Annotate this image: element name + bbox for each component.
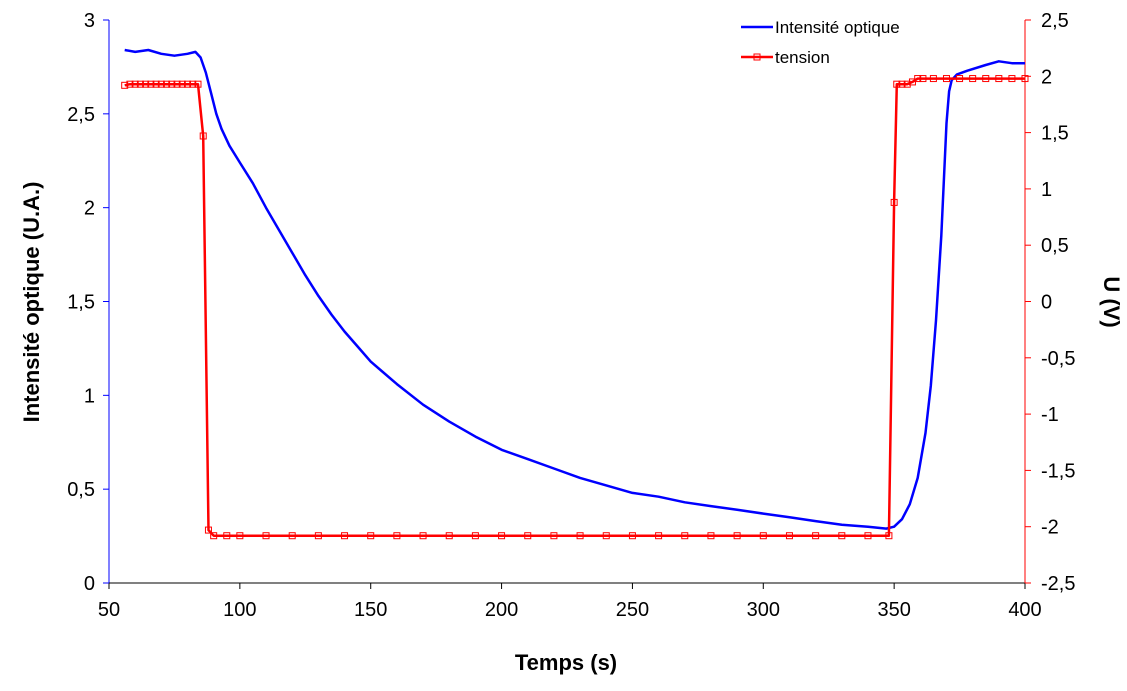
data-point-tension xyxy=(681,532,689,540)
data-point-tension xyxy=(178,80,186,88)
y2-tick-label: 0 xyxy=(1041,292,1052,314)
legend: Intensité optique tension xyxy=(741,18,900,67)
legend-label-tension: tension xyxy=(775,48,830,67)
legend-marker-tension xyxy=(753,53,761,61)
data-point-tension xyxy=(210,532,218,540)
x-tick-label: 400 xyxy=(1008,599,1041,621)
data-point-tension xyxy=(929,75,937,83)
series-line-intensite-optique xyxy=(124,48,1025,530)
y2-tick-label: 2 xyxy=(1041,66,1052,88)
y2-tick-label: -0,5 xyxy=(1041,348,1075,370)
data-point-tension xyxy=(131,80,139,88)
y-tick-label: 0 xyxy=(84,573,95,595)
data-point-tension xyxy=(147,80,155,88)
data-point-tension xyxy=(288,532,296,540)
data-point-tension xyxy=(419,532,427,540)
data-point-tension xyxy=(942,75,950,83)
y2-tick-label: 1,5 xyxy=(1041,123,1069,145)
data-point-tension xyxy=(785,532,793,540)
data-point-tension xyxy=(893,80,901,88)
y2-tick-label: -2 xyxy=(1041,517,1059,539)
x-tick-label: 250 xyxy=(616,599,649,621)
data-point-tension xyxy=(236,532,244,540)
data-point-tension xyxy=(838,532,846,540)
data-point-tension xyxy=(733,532,741,540)
x-tick-label: 100 xyxy=(223,599,256,621)
y-axis-title: Intensité optique (U.A.) xyxy=(19,182,44,423)
data-point-tension xyxy=(262,532,270,540)
x-tick-label: 150 xyxy=(354,599,387,621)
data-point-tension xyxy=(890,198,898,206)
y-tick-label: 3 xyxy=(84,10,95,32)
data-point-tension xyxy=(168,80,176,88)
data-point-tension xyxy=(314,532,322,540)
data-point-tension xyxy=(126,80,134,88)
data-point-tension xyxy=(919,75,927,83)
data-point-tension xyxy=(707,532,715,540)
data-point-tension xyxy=(969,75,977,83)
x-tick-label: 350 xyxy=(877,599,910,621)
data-point-tension xyxy=(655,532,663,540)
y2-tick-label: 1 xyxy=(1041,179,1052,201)
data-point-tension xyxy=(995,75,1003,83)
data-point-tension xyxy=(223,532,231,540)
y-tick-label: 2 xyxy=(84,198,95,220)
data-point-tension xyxy=(445,532,453,540)
data-point-tension xyxy=(471,532,479,540)
x-tick-label: 50 xyxy=(98,599,120,621)
data-point-tension xyxy=(956,75,964,83)
data-point-tension xyxy=(550,532,558,540)
series-line-tension xyxy=(124,77,1025,537)
data-point-tension xyxy=(136,80,144,88)
x-axis-title: Temps (s) xyxy=(515,650,617,675)
data-point-tension xyxy=(204,526,212,534)
data-point-tension xyxy=(121,81,129,89)
x-tick-label: 300 xyxy=(747,599,780,621)
data-point-tension xyxy=(341,532,349,540)
data-point-tension xyxy=(864,532,872,540)
y-tick-label: 1 xyxy=(84,385,95,407)
data-point-tension xyxy=(982,75,990,83)
y2-tick-label: 2,5 xyxy=(1041,10,1069,32)
y-tick-label: 1,5 xyxy=(67,292,95,314)
data-point-tension xyxy=(194,80,202,88)
y2-tick-label: 0,5 xyxy=(1041,235,1069,257)
data-point-tension xyxy=(576,532,584,540)
data-point-tension xyxy=(498,532,506,540)
data-point-tension xyxy=(812,532,820,540)
data-point-tension xyxy=(393,532,401,540)
data-point-tension xyxy=(903,80,911,88)
data-point-tension xyxy=(367,532,375,540)
data-point-tension xyxy=(885,532,893,540)
y2-tick-label: -1,5 xyxy=(1041,460,1075,482)
data-point-tension xyxy=(602,532,610,540)
data-point-tension xyxy=(199,132,207,140)
data-point-tension xyxy=(157,80,165,88)
data-point-tension xyxy=(1021,75,1029,83)
data-point-tension xyxy=(1008,75,1016,83)
data-point-tension xyxy=(163,80,171,88)
axes-layer: 50 100 150 200 250 300 350 400 0 0,5 1 1,5 2 2,5 3 -2,5… xyxy=(67,10,1075,621)
data-point-tension xyxy=(142,80,150,88)
data-point-tension xyxy=(524,532,532,540)
data-point-tension xyxy=(898,80,906,88)
y-tick-label: 2,5 xyxy=(67,104,95,126)
y2-tick-label: -2,5 xyxy=(1041,573,1075,595)
y2-tick-label: -1 xyxy=(1041,404,1059,426)
data-point-tension xyxy=(628,532,636,540)
data-point-tension xyxy=(914,75,922,83)
series-layer xyxy=(121,48,1029,540)
y2-axis-title: U (V) xyxy=(1099,276,1124,327)
data-point-tension xyxy=(152,80,160,88)
data-point-tension xyxy=(189,80,197,88)
data-point-tension xyxy=(184,80,192,88)
x-tick-label: 200 xyxy=(485,599,518,621)
legend-label-intensite-optique: Intensité optique xyxy=(775,18,900,37)
data-point-tension xyxy=(173,80,181,88)
y-tick-label: 0,5 xyxy=(67,479,95,501)
data-point-tension xyxy=(759,532,767,540)
